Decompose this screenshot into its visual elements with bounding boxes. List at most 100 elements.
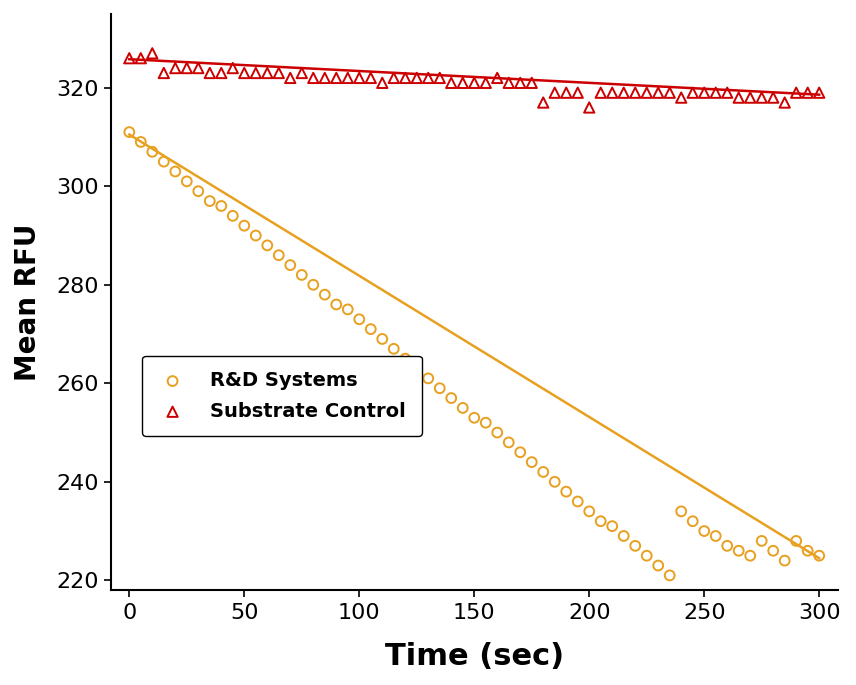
R&D Systems [295, 269, 309, 280]
R&D Systems [330, 299, 343, 310]
Substrate Control [548, 87, 562, 98]
R&D Systems [353, 314, 366, 325]
R&D Systems [146, 147, 159, 158]
Substrate Control [467, 77, 481, 88]
R&D Systems [272, 250, 286, 261]
R&D Systems [721, 540, 734, 551]
R&D Systems [398, 353, 412, 364]
Substrate Control [134, 53, 147, 64]
Substrate Control [686, 87, 699, 98]
Substrate Control [180, 62, 193, 73]
R&D Systems [169, 166, 182, 177]
R&D Systems [203, 196, 217, 207]
Substrate Control [801, 87, 815, 98]
Substrate Control [364, 73, 377, 84]
R&D Systems [698, 525, 711, 536]
R&D Systems [502, 437, 515, 448]
Substrate Control [525, 77, 538, 88]
R&D Systems [387, 343, 401, 354]
Substrate Control [651, 87, 665, 98]
Substrate Control [398, 73, 412, 84]
Substrate Control [433, 73, 447, 84]
Substrate Control [617, 87, 631, 98]
R&D Systems [249, 230, 263, 241]
Substrate Control [410, 73, 424, 84]
R&D Systems [605, 521, 619, 532]
Substrate Control [237, 68, 251, 79]
R&D Systems [594, 516, 608, 527]
Substrate Control [260, 68, 274, 79]
R&D Systems [537, 466, 550, 477]
R&D Systems [122, 127, 136, 138]
R&D Systems [755, 536, 769, 547]
R&D Systems [743, 550, 757, 561]
R&D Systems [686, 516, 699, 527]
R&D Systems [709, 530, 722, 541]
R&D Systems [364, 323, 377, 334]
Substrate Control [628, 87, 642, 98]
R&D Systems [663, 570, 676, 581]
R&D Systems [732, 545, 746, 556]
Substrate Control [766, 92, 780, 103]
R&D Systems [525, 457, 538, 468]
R&D Systems [192, 186, 205, 197]
Substrate Control [169, 62, 182, 73]
Substrate Control [709, 87, 722, 98]
Substrate Control [122, 53, 136, 64]
Substrate Control [444, 77, 458, 88]
R&D Systems [306, 279, 320, 290]
R&D Systems [789, 536, 803, 547]
R&D Systems [617, 530, 631, 541]
Legend: R&D Systems, Substrate Control: R&D Systems, Substrate Control [142, 356, 422, 436]
R&D Systems [180, 176, 193, 187]
Substrate Control [479, 77, 492, 88]
Substrate Control [146, 48, 159, 59]
Substrate Control [789, 87, 803, 98]
R&D Systems [260, 240, 274, 251]
Substrate Control [778, 97, 792, 108]
Substrate Control [341, 73, 354, 84]
Substrate Control [387, 73, 401, 84]
Y-axis label: Mean RFU: Mean RFU [14, 223, 42, 381]
Substrate Control [192, 62, 205, 73]
R&D Systems [559, 486, 573, 497]
Substrate Control [537, 97, 550, 108]
Substrate Control [663, 87, 676, 98]
Substrate Control [755, 92, 769, 103]
R&D Systems [582, 506, 596, 517]
R&D Systems [490, 427, 504, 438]
Substrate Control [226, 62, 240, 73]
R&D Systems [341, 304, 354, 315]
Substrate Control [376, 77, 389, 88]
R&D Systems [640, 550, 654, 561]
R&D Systems [134, 136, 147, 147]
Substrate Control [698, 87, 711, 98]
Substrate Control [157, 68, 170, 79]
R&D Systems [215, 201, 229, 212]
R&D Systems [283, 260, 297, 271]
Substrate Control [330, 73, 343, 84]
Substrate Control [490, 73, 504, 84]
Substrate Control [605, 87, 619, 98]
R&D Systems [226, 210, 240, 221]
R&D Systems [801, 545, 815, 556]
R&D Systems [628, 540, 642, 551]
R&D Systems [237, 220, 251, 231]
Substrate Control [421, 73, 435, 84]
Substrate Control [721, 87, 734, 98]
Substrate Control [502, 77, 515, 88]
X-axis label: Time (sec): Time (sec) [384, 642, 564, 671]
R&D Systems [467, 412, 481, 423]
R&D Systems [651, 560, 665, 571]
Substrate Control [456, 77, 470, 88]
Substrate Control [318, 73, 331, 84]
R&D Systems [571, 496, 585, 507]
R&D Systems [456, 403, 470, 414]
R&D Systems [421, 373, 435, 384]
R&D Systems [812, 550, 826, 561]
Substrate Control [594, 87, 608, 98]
Substrate Control [272, 68, 286, 79]
R&D Systems [675, 506, 688, 517]
R&D Systems [444, 393, 458, 403]
Substrate Control [283, 73, 297, 84]
